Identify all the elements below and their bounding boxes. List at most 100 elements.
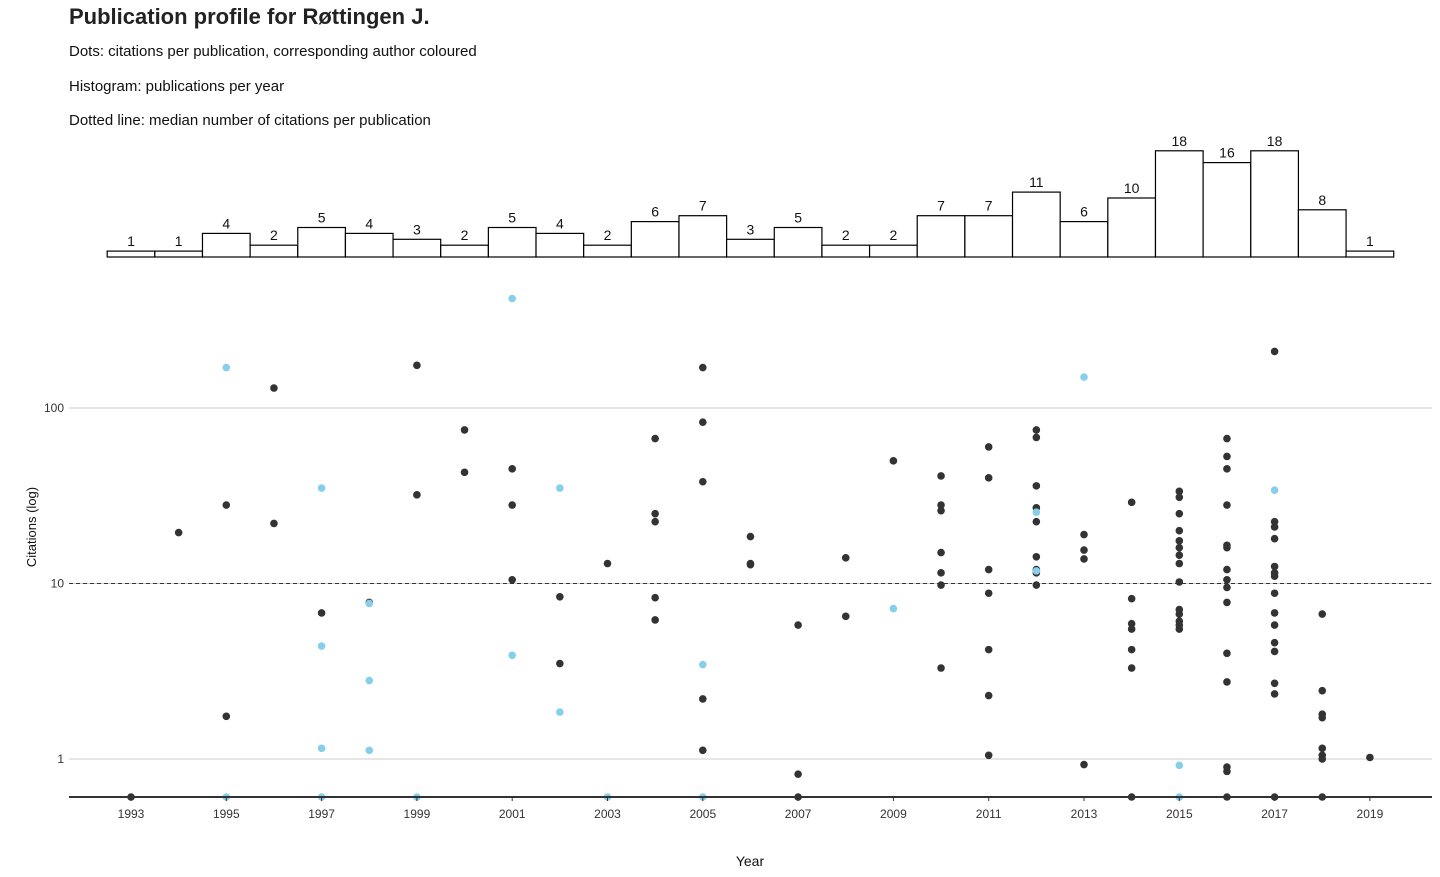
citation-dot xyxy=(460,426,469,434)
histogram-bar-label: 8 xyxy=(1318,192,1326,208)
corresponding-author-dot xyxy=(317,484,326,492)
x-tick-label: 2003 xyxy=(594,807,621,821)
histogram-bar xyxy=(487,226,537,258)
histogram-bar xyxy=(106,250,156,258)
histogram-bar-label: 7 xyxy=(937,198,945,214)
citation-dot xyxy=(270,519,278,528)
histogram-bar xyxy=(249,244,299,258)
citation-dot xyxy=(1032,552,1041,561)
citation-dot xyxy=(699,695,707,703)
citation-dot xyxy=(222,712,231,721)
citation-dot xyxy=(937,501,945,509)
citation-dot xyxy=(699,363,707,372)
citation-dot xyxy=(1270,609,1279,617)
histogram-bar xyxy=(297,226,347,258)
histogram-bar xyxy=(1250,150,1300,258)
citation-dot xyxy=(984,691,993,700)
histogram-bar-label: 5 xyxy=(318,210,326,226)
citation-dot xyxy=(889,457,898,465)
histogram-bar xyxy=(868,244,918,258)
histogram-bar xyxy=(630,221,680,258)
corresponding-author-dot xyxy=(1175,761,1184,770)
corresponding-author-dot xyxy=(1032,567,1041,575)
x-tick-label: 2001 xyxy=(499,807,526,821)
x-tick-label: 1993 xyxy=(118,807,145,821)
histogram-bar xyxy=(392,238,442,258)
histogram-bar xyxy=(964,215,1014,258)
citation-dot xyxy=(1270,534,1279,543)
corresponding-author-dot xyxy=(317,744,326,753)
citation-dot xyxy=(1032,581,1041,589)
corresponding-author-dot xyxy=(222,363,231,372)
citation-dot xyxy=(937,569,945,577)
citation-dot xyxy=(841,612,850,621)
citation-dot xyxy=(1270,638,1279,647)
citation-dot xyxy=(1127,664,1136,672)
citation-dot xyxy=(1270,679,1279,688)
citation-dot xyxy=(1366,753,1374,762)
citation-dot xyxy=(1223,501,1231,509)
citation-dot xyxy=(651,509,659,518)
histogram-bar xyxy=(154,250,204,258)
histogram-bar-label: 7 xyxy=(985,198,993,214)
histogram-bar xyxy=(821,244,871,258)
citation-dot xyxy=(651,517,659,526)
citation-dot xyxy=(1223,583,1231,592)
histogram-bar xyxy=(1154,150,1204,258)
histogram-bar xyxy=(773,226,823,258)
corresponding-author-dot xyxy=(508,294,516,303)
histogram-bar xyxy=(535,232,585,258)
histogram-bar-label: 5 xyxy=(794,210,802,226)
histogram-bar-label: 11 xyxy=(1029,174,1044,190)
citation-dot xyxy=(603,559,612,568)
citation-dot xyxy=(937,664,945,672)
corresponding-author-dot xyxy=(556,708,564,716)
citation-dot xyxy=(1175,526,1184,535)
x-tick-label: 2007 xyxy=(785,807,812,821)
citation-dot xyxy=(1127,645,1136,654)
histogram-bar-label: 2 xyxy=(604,227,612,243)
histogram-bar-label: 5 xyxy=(508,210,516,226)
corresponding-author-dot xyxy=(1032,508,1041,516)
citation-dot xyxy=(1270,347,1279,356)
corresponding-author-dot xyxy=(556,484,564,492)
subtitle-median-line-description: Dotted line: median number of citations … xyxy=(69,112,431,129)
citation-dot xyxy=(1223,434,1231,443)
histogram-bar xyxy=(583,244,632,258)
histogram-bar-label: 7 xyxy=(699,198,707,214)
citation-dot xyxy=(556,659,564,668)
histogram-bar xyxy=(1297,209,1347,258)
citation-dot xyxy=(746,532,755,541)
histogram-bar-label: 3 xyxy=(747,221,755,237)
citation-dot xyxy=(1032,426,1041,434)
citation-dot xyxy=(508,575,516,584)
histogram-bar xyxy=(1059,221,1109,258)
citation-dot xyxy=(1270,621,1279,629)
citation-dot xyxy=(984,645,993,654)
histogram-bar-label: 4 xyxy=(556,215,564,231)
citation-dot xyxy=(1270,517,1279,526)
citation-dot xyxy=(1080,760,1088,769)
citation-dot xyxy=(413,361,421,370)
citation-dot xyxy=(1032,482,1041,490)
citation-dot xyxy=(794,770,802,778)
histogram-bar-label: 1 xyxy=(175,233,183,249)
citation-dot xyxy=(1175,509,1184,518)
citation-dot xyxy=(556,592,564,601)
citation-dot xyxy=(1318,744,1327,753)
citation-dot xyxy=(1318,755,1327,763)
citation-dot xyxy=(651,434,659,443)
citation-dot xyxy=(1318,610,1327,618)
corresponding-author-dot xyxy=(365,676,374,685)
citation-dot xyxy=(1080,555,1088,563)
x-tick-label: 2013 xyxy=(1071,807,1098,821)
citation-dot xyxy=(1175,543,1184,552)
citation-dot xyxy=(699,746,707,755)
x-tick-label: 1995 xyxy=(213,807,240,821)
histogram-bar xyxy=(344,232,394,258)
x-tick-label: 2005 xyxy=(689,807,716,821)
x-tick-label: 1997 xyxy=(308,807,335,821)
citation-dot xyxy=(508,465,516,473)
citation-dot xyxy=(1175,537,1184,545)
corresponding-author-dot xyxy=(889,604,898,613)
